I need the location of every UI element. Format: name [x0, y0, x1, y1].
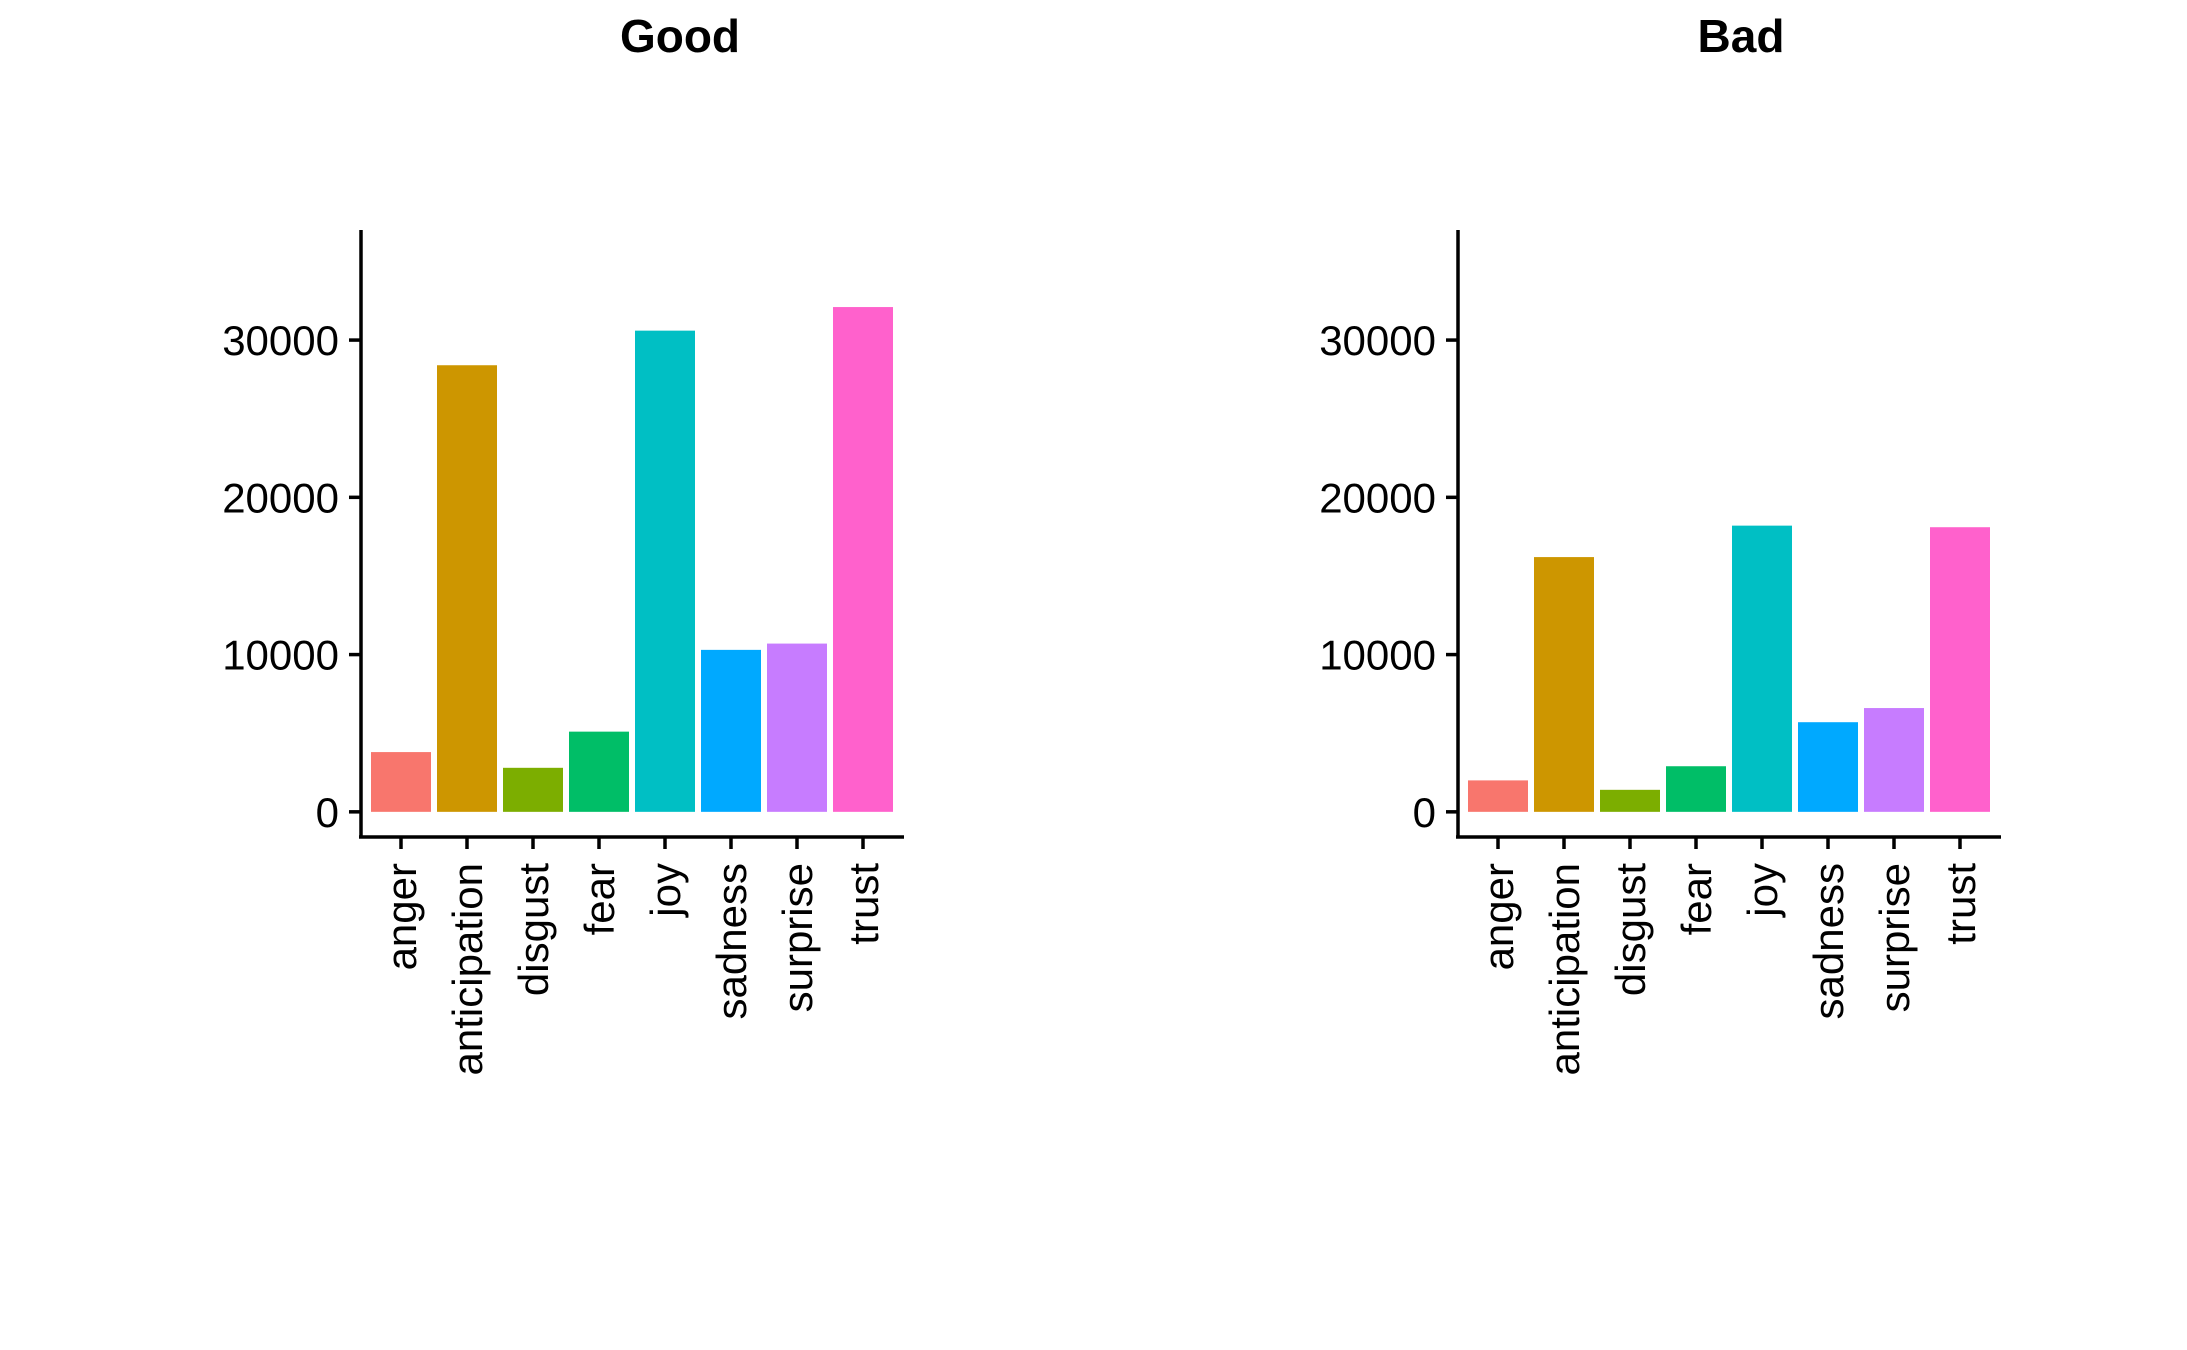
x-tick-label: anger [378, 863, 425, 970]
y-tick-label: 0 [316, 789, 339, 836]
bar-disgust [1600, 789, 1660, 812]
bar-anger [1468, 780, 1528, 812]
x-tick-label: trust [1937, 863, 1984, 945]
x-tick-label: anticipation [1541, 863, 1588, 1075]
bar-group [1468, 525, 1990, 812]
x-tick-label: anticipation [444, 863, 491, 1075]
bar-sadness [1798, 722, 1858, 812]
bar-disgust [503, 767, 563, 812]
x-axis-ticks: anger anticipation disgust fear joy sadness su… [378, 837, 887, 1075]
x-axis-ticks: anger anticipation disgust fear joy sadness su… [1475, 837, 1984, 1075]
bar-surprise [767, 643, 827, 812]
bar-trust [833, 307, 893, 812]
bar-sadness [701, 649, 761, 812]
panel-bad: Bad anger anticipation disgust fear joy sadne… [1319, 10, 2001, 1075]
y-tick-label: 30000 [222, 317, 339, 364]
panel-title: Bad [1698, 10, 1785, 62]
x-tick-label: joy [1739, 863, 1786, 919]
x-tick-label: disgust [510, 863, 557, 996]
x-tick-label: surprise [1871, 863, 1918, 1012]
y-tick-label: 0 [1413, 789, 1436, 836]
bar-anger [371, 752, 431, 812]
bar-group [371, 307, 893, 812]
panel-title: Good [620, 10, 740, 62]
bar-trust [1930, 527, 1990, 812]
x-tick-label: anger [1475, 863, 1522, 970]
x-tick-label: fear [1673, 863, 1720, 935]
bar-fear [1666, 766, 1726, 812]
y-tick-label: 10000 [1319, 632, 1436, 679]
bar-anticipation [437, 365, 497, 812]
x-tick-label: fear [576, 863, 623, 935]
bar-anticipation [1534, 557, 1594, 812]
x-tick-label: surprise [774, 863, 821, 1012]
bar-joy [1732, 525, 1792, 812]
y-tick-label: 20000 [1319, 474, 1436, 521]
x-tick-label: joy [642, 863, 689, 919]
y-tick-label: 20000 [222, 474, 339, 521]
bar-joy [635, 330, 695, 812]
x-tick-label: trust [840, 863, 887, 945]
x-tick-label: disgust [1607, 863, 1654, 996]
y-axis-ticks: 0 10000 20000 30000 [1319, 317, 1458, 836]
bar-surprise [1864, 708, 1924, 812]
bar-fear [569, 731, 629, 812]
y-axis-ticks: 0 10000 20000 30000 [222, 317, 361, 836]
y-tick-label: 10000 [222, 632, 339, 679]
x-tick-label: sadness [708, 863, 755, 1019]
panel-good: Good anger anticipation disgust fear joy sadn… [222, 10, 904, 1075]
x-tick-label: sadness [1805, 863, 1852, 1019]
y-tick-label: 30000 [1319, 317, 1436, 364]
